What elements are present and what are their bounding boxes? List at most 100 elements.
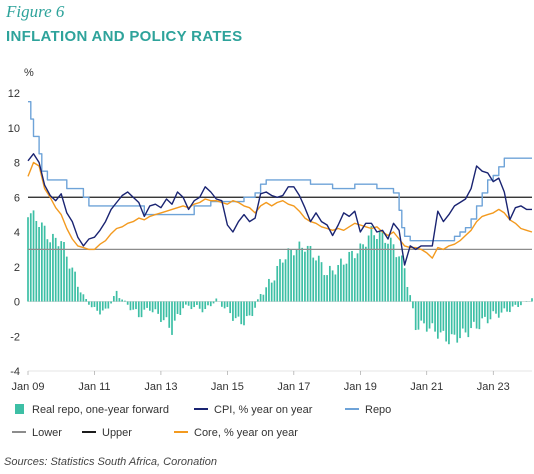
- real-repo-bar: [467, 301, 470, 338]
- legend: Real repo, one-year forward CPI, % year o…: [12, 404, 391, 439]
- source-note: Sources: Statistics South Africa, Corona…: [4, 456, 217, 468]
- real-repo-bar: [234, 301, 237, 319]
- x-tick-label: Jan 15: [211, 381, 244, 393]
- real-repo-bar: [104, 301, 107, 309]
- real-repo-bar: [90, 301, 93, 308]
- real-repo-bar: [497, 301, 500, 318]
- real-repo-bar: [126, 301, 129, 305]
- real-repo-bar: [420, 301, 423, 321]
- real-repo-bar: [251, 301, 254, 317]
- real-repo-bar: [182, 301, 184, 309]
- real-repo-bar: [434, 301, 436, 332]
- real-repo-bar: [439, 301, 442, 333]
- core-line: [27, 161, 533, 259]
- real-repo-bar: [129, 301, 132, 311]
- real-repo-bar: [461, 301, 464, 329]
- legend-item: Real repo, one-year forward: [15, 404, 169, 416]
- real-repo-bar: [65, 256, 68, 302]
- real-repo-bar: [334, 274, 337, 302]
- real-repo-bar: [298, 241, 301, 302]
- x-tick-label: Jan 13: [144, 381, 177, 393]
- real-repo-bar: [320, 262, 323, 302]
- real-repo-bar: [295, 248, 298, 302]
- real-repo-bar: [506, 301, 508, 312]
- real-repo-bar: [171, 301, 173, 335]
- real-repo-bar: [304, 251, 306, 302]
- real-repo-bar: [265, 287, 268, 302]
- real-repo-bar: [486, 301, 489, 324]
- y-tick-label: 8: [14, 158, 20, 170]
- figure-label: Figure 6: [6, 2, 65, 21]
- real-repo-bar: [342, 264, 345, 302]
- legend-swatch: [15, 404, 24, 414]
- y-tick-label: 4: [14, 227, 20, 239]
- real-repo-bar: [79, 292, 82, 302]
- real-repo-bar: [168, 301, 171, 328]
- real-repo-bar: [82, 294, 85, 302]
- y-axis: -4 -2 0 2 4 6 8 10 12: [8, 88, 20, 378]
- real-repo-bar: [245, 301, 248, 317]
- real-repo-bar: [287, 248, 290, 302]
- real-repo-bar: [470, 301, 472, 329]
- real-repo-bar: [489, 301, 492, 320]
- real-repo-bar: [99, 301, 101, 315]
- real-repo-bar: [389, 237, 392, 302]
- real-repo-bar: [276, 265, 279, 302]
- real-repo-bar: [143, 301, 146, 310]
- real-repo-bar: [32, 210, 35, 302]
- real-repo-bar: [398, 256, 400, 302]
- real-repo-bar: [495, 301, 497, 314]
- real-repo-bar: [381, 231, 384, 302]
- real-repo-bar: [46, 239, 49, 302]
- real-repo-bar: [193, 301, 196, 308]
- real-repo-bar: [165, 301, 168, 318]
- real-repo-bar: [93, 301, 96, 307]
- real-repo-bar: [431, 301, 434, 324]
- real-repo-bar: [198, 301, 201, 309]
- real-repo-bar: [74, 271, 76, 302]
- real-repo-bar: [414, 301, 417, 331]
- real-repo-bar: [212, 301, 215, 304]
- real-repo-bar: [312, 257, 315, 302]
- real-repo-bar: [317, 255, 320, 302]
- legend-item: Upper: [82, 427, 132, 439]
- real-repo-bar: [254, 301, 256, 308]
- y-tick-label: 2: [14, 262, 20, 274]
- real-repo-bar: [27, 217, 29, 302]
- x-tick-label: Jan 11: [78, 381, 110, 393]
- real-repo-bar: [464, 301, 467, 333]
- real-repo-bar: [453, 301, 456, 335]
- legend-item: Core, % year on year: [174, 427, 298, 439]
- legend-label: CPI, % year on year: [214, 404, 313, 416]
- real-repo-bar: [88, 301, 90, 305]
- real-repo-bar: [323, 275, 326, 302]
- real-repo-bar: [207, 301, 209, 306]
- real-repo-bar: [328, 265, 331, 302]
- real-repo-bar: [475, 301, 478, 329]
- real-repo-bar: [351, 250, 353, 302]
- real-repo-bar: [223, 301, 226, 309]
- real-repo-bar: [279, 259, 281, 302]
- real-repo-bar: [85, 299, 88, 302]
- real-repo-bar: [403, 268, 406, 302]
- real-repo-bar: [450, 301, 453, 335]
- real-repo-bar: [378, 230, 381, 302]
- real-repo-bar: [395, 257, 398, 302]
- real-repo-bar: [448, 301, 450, 345]
- real-repo-bar: [187, 301, 190, 306]
- real-repo-bar: [179, 301, 182, 315]
- real-repo-bar: [184, 301, 187, 305]
- x-tick-label: Jan 19: [344, 381, 377, 393]
- real-repo-bar: [76, 286, 79, 302]
- real-repo-bar: [362, 244, 364, 302]
- real-repo-bar: [367, 235, 370, 302]
- real-repo-bar: [151, 301, 154, 313]
- x-axis: Jan 09 Jan 11 Jan 13 Jan 15 Jan 17 Jan 19 Jan …: [11, 301, 532, 393]
- real-repo-bar: [110, 301, 112, 304]
- real-repo-bar: [456, 301, 459, 343]
- real-repo-bar: [290, 249, 292, 302]
- real-repo-bar: [173, 301, 176, 321]
- real-repo-bar: [176, 301, 179, 314]
- real-repo-bar: [370, 226, 373, 302]
- real-repo-bar: [132, 301, 135, 310]
